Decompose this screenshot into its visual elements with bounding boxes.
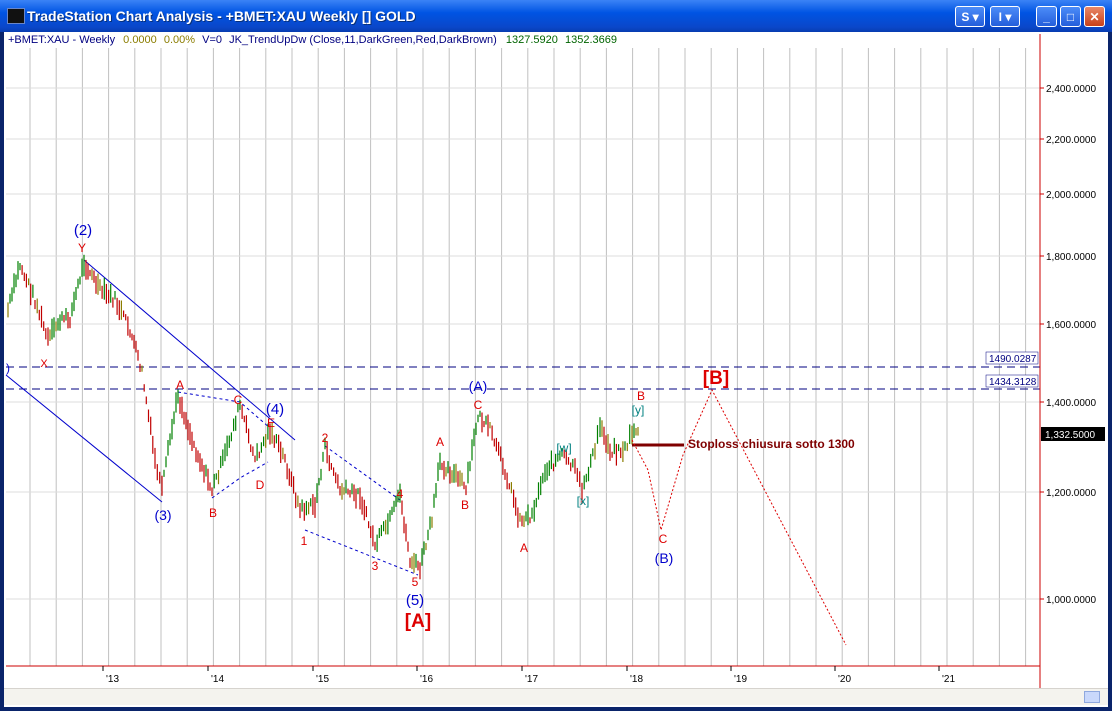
scroll-right-button[interactable]: [1084, 691, 1100, 703]
i-menu-button[interactable]: I ▾: [990, 6, 1020, 27]
indicator-label: JK_TrendUpDw (Close,11,DarkGreen,Red,Dar…: [229, 34, 497, 46]
window-title: TradeStation Chart Analysis - +BMET:XAU …: [27, 8, 416, 24]
close-button[interactable]: ✕: [1084, 6, 1105, 27]
chart-client-area: [4, 32, 1108, 707]
horizontal-scrollbar[interactable]: [4, 688, 1108, 705]
minimize-button[interactable]: _: [1036, 6, 1057, 27]
indicator-value-1: 1327.5920: [505, 34, 558, 46]
status-line: +BMET:XAU - Weekly 0.0000 0.00% V=0 JK_T…: [8, 34, 617, 46]
symbol-label: +BMET:XAU - Weekly: [8, 34, 116, 46]
s-menu-button[interactable]: S ▾: [955, 6, 985, 27]
title-bar[interactable]: TradeStation Chart Analysis - +BMET:XAU …: [0, 0, 1112, 32]
indicator-value-2: 1352.3669: [564, 34, 617, 46]
change-value: 0.0000: [123, 34, 157, 46]
maximize-button[interactable]: □: [1060, 6, 1081, 27]
chart-app-icon: [7, 8, 25, 24]
volume-value: V=0: [202, 34, 223, 46]
pct-value: 0.00%: [163, 34, 196, 46]
